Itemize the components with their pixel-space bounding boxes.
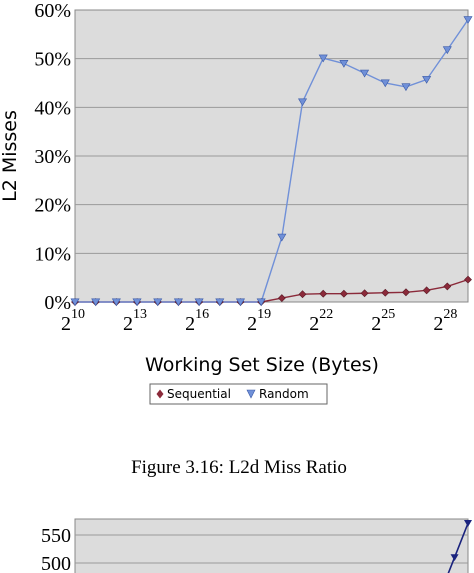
data-point-sequential bbox=[319, 289, 328, 298]
data-point-random bbox=[298, 98, 308, 107]
data-point-sequential bbox=[443, 282, 452, 291]
x-tick-exponent: 22 bbox=[319, 307, 333, 322]
x-axis-label: Working Set Size (Bytes) bbox=[145, 354, 379, 376]
legend-label-random: Random bbox=[259, 387, 309, 401]
data-point bbox=[464, 520, 472, 527]
y-tick-label: 40% bbox=[34, 97, 71, 119]
data-point-sequential bbox=[402, 288, 410, 297]
data-point-sequential bbox=[464, 275, 472, 284]
data-point-random bbox=[318, 54, 328, 63]
data-point-random bbox=[70, 298, 80, 307]
data-point-random bbox=[173, 298, 183, 307]
x-tick-label: 2 10 bbox=[61, 307, 85, 335]
data-point-sequential bbox=[277, 294, 286, 303]
x-tick-base: 2 bbox=[371, 313, 381, 335]
y-tick-label: 50% bbox=[34, 49, 71, 71]
x-tick-exponent: 16 bbox=[195, 307, 209, 322]
series-group bbox=[70, 16, 473, 307]
chart-1: 0%10%20%30%40%50%60% 2 10 2 13 2 16 2 19 2 22 2 25 2… bbox=[0, 0, 473, 405]
x-tick-base: 2 bbox=[185, 313, 195, 335]
y-axis-label: L2 Misses bbox=[0, 110, 21, 202]
x-tick-label: 2 19 bbox=[247, 307, 271, 335]
plot-area-2 bbox=[74, 518, 469, 573]
y-tick-label: 30% bbox=[34, 146, 71, 168]
x-tick-label: 2 16 bbox=[185, 307, 209, 335]
data-point-random bbox=[111, 298, 121, 307]
data-point-random bbox=[339, 60, 349, 68]
y-tick-labels: 0% 10% 20% 30% 40% 50% 60% bbox=[34, 0, 71, 314]
data-point-random bbox=[194, 298, 204, 307]
x-tick-base: 2 bbox=[247, 313, 257, 335]
data-point-random bbox=[256, 298, 266, 307]
x-tick-labels: 2 10 2 13 2 16 2 19 2 22 2 25 2 28 bbox=[61, 307, 457, 335]
data-point-sequential bbox=[381, 288, 390, 297]
data-point-sequential bbox=[339, 289, 348, 298]
gridlines bbox=[75, 58, 468, 254]
y-tick-label: 20% bbox=[34, 195, 71, 217]
legend-box bbox=[149, 383, 328, 405]
x-tick-exponent: 25 bbox=[381, 307, 395, 322]
data-point-random bbox=[360, 69, 370, 78]
x-tick-label: 2 13 bbox=[123, 307, 147, 335]
data-point-random bbox=[215, 298, 225, 307]
x-tick-base: 2 bbox=[309, 313, 319, 335]
x-tick-base: 2 bbox=[433, 313, 443, 335]
y-tick-label: 550 bbox=[41, 525, 71, 547]
legend-marker-sequential bbox=[156, 389, 164, 399]
x-tick-base: 2 bbox=[123, 313, 133, 335]
data-point-random bbox=[442, 46, 452, 55]
data-point-sequential bbox=[298, 290, 307, 299]
gridlines-2 bbox=[75, 534, 468, 564]
x-tick-exponent: 19 bbox=[257, 307, 271, 322]
legend: Sequential Random bbox=[149, 383, 328, 405]
x-tick-label: 2 25 bbox=[371, 307, 395, 335]
data-point-random bbox=[422, 76, 432, 84]
data-point-random bbox=[132, 298, 142, 307]
legend-marker-random bbox=[246, 389, 256, 399]
x-tick-label: 2 22 bbox=[309, 307, 333, 335]
x-tick-exponent: 28 bbox=[443, 307, 457, 322]
data-point-sequential bbox=[360, 289, 369, 298]
y-tick-label: 60% bbox=[34, 0, 71, 22]
y-tick-label: 500 bbox=[41, 553, 71, 573]
x-tick-base: 2 bbox=[61, 313, 71, 335]
data-point-random bbox=[380, 79, 390, 88]
data-point-random bbox=[153, 298, 163, 307]
series-group-2 bbox=[447, 520, 472, 573]
y-tick-label: 0% bbox=[44, 292, 71, 314]
data-point-random bbox=[91, 298, 101, 307]
data-point-random bbox=[235, 298, 245, 307]
data-point-sequential bbox=[422, 286, 431, 295]
x-tick-label: 2 28 bbox=[433, 307, 457, 335]
data-point bbox=[450, 554, 459, 561]
figure-caption: Figure 3.16: L2d Miss Ratio bbox=[131, 457, 347, 478]
legend-label-sequential: Sequential bbox=[167, 387, 231, 401]
data-point-random bbox=[277, 233, 287, 242]
data-point-random bbox=[463, 16, 473, 24]
y-tick-label: 10% bbox=[34, 243, 71, 265]
data-point-random bbox=[401, 83, 411, 92]
x-tick-exponent: 13 bbox=[133, 307, 147, 322]
x-tick-exponent: 10 bbox=[71, 307, 85, 322]
